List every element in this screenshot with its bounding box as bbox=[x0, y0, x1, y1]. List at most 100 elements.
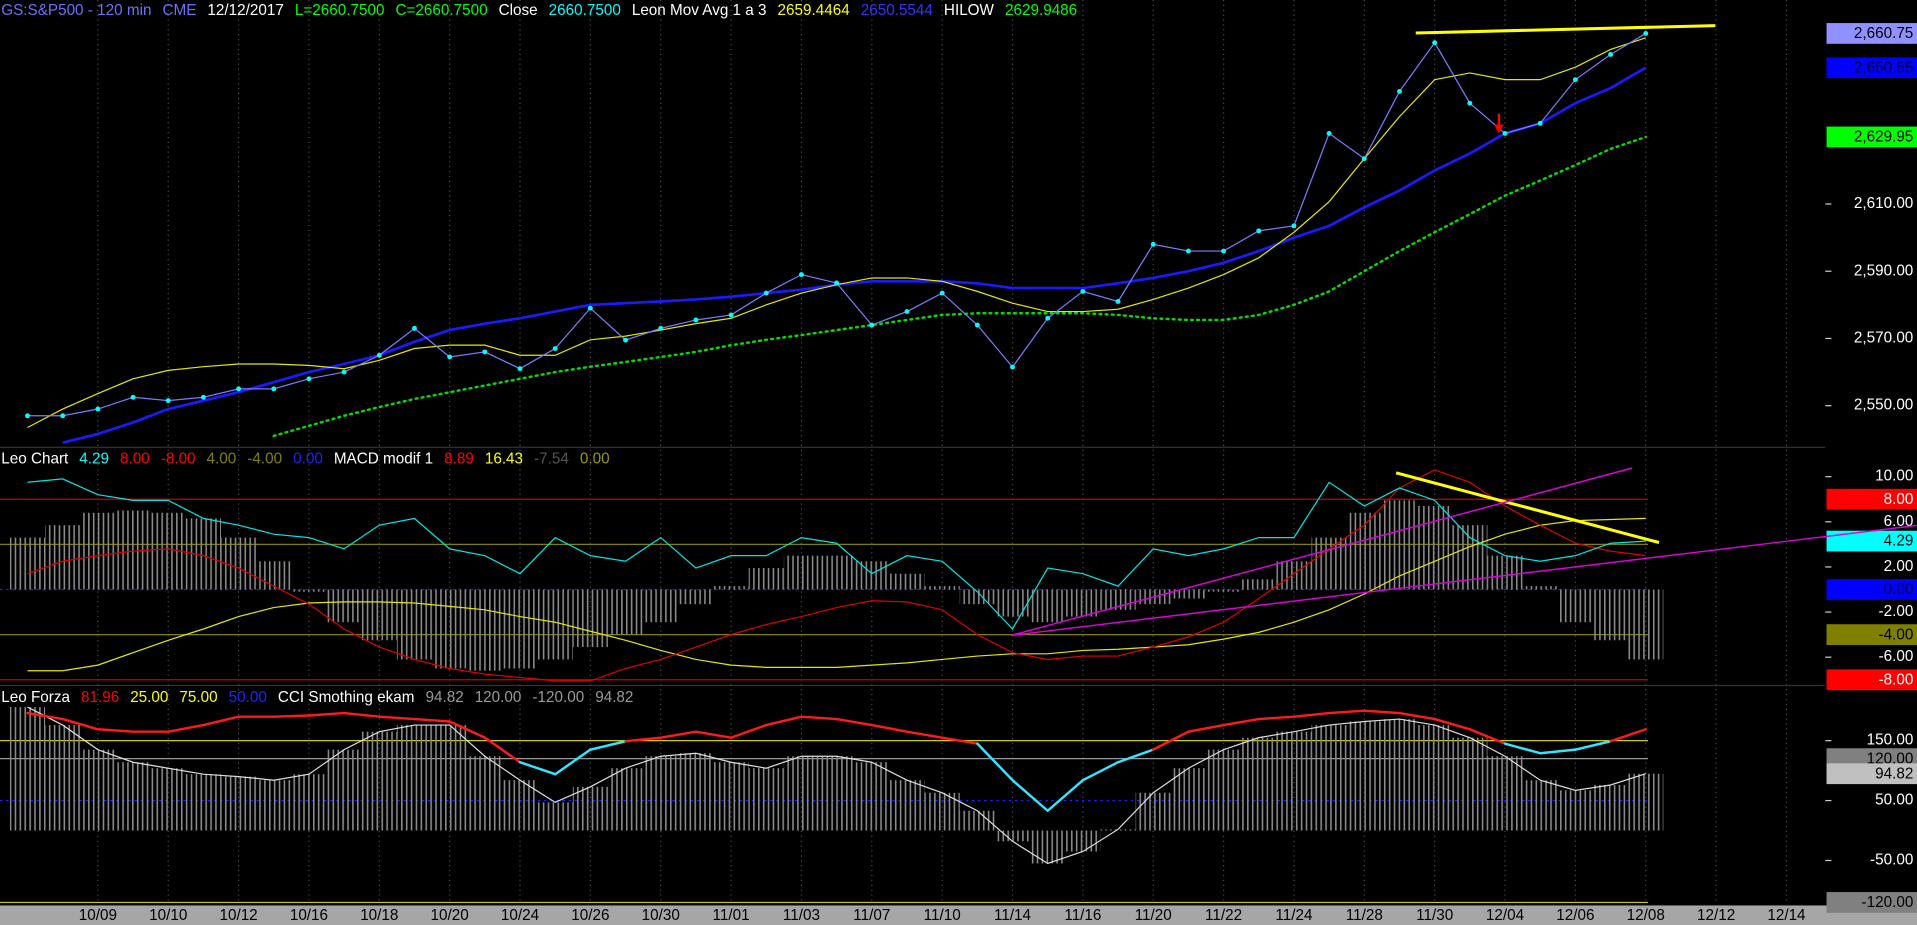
x-tick-label: 10/18 bbox=[360, 907, 398, 924]
cci-segment bbox=[905, 730, 944, 739]
cci-segment bbox=[870, 723, 909, 733]
histogram-bar bbox=[537, 589, 573, 660]
histogram-bar bbox=[748, 768, 784, 831]
histogram-bar bbox=[432, 589, 468, 669]
histogram-bar bbox=[1452, 737, 1488, 831]
histogram-bar bbox=[819, 555, 855, 590]
series-line bbox=[62, 66, 1647, 444]
price-marker bbox=[728, 312, 734, 318]
cci-segment bbox=[1574, 740, 1612, 751]
y-tick-label: 2.00 bbox=[1884, 558, 1914, 575]
y-tick-label: -6.00 bbox=[1879, 648, 1914, 665]
cci-segment bbox=[1538, 748, 1577, 755]
histogram-bar bbox=[1030, 830, 1066, 864]
legend-text: 2650.5544 bbox=[861, 2, 934, 19]
price-marker bbox=[25, 413, 30, 419]
histogram-bar bbox=[1522, 780, 1558, 831]
cci-segment bbox=[1081, 760, 1120, 782]
y-tick-label: 150.00 bbox=[1867, 732, 1914, 749]
cci-segment bbox=[940, 736, 979, 745]
legend-text: C=2660.7500 bbox=[395, 2, 487, 19]
histogram-bar bbox=[1628, 773, 1664, 831]
price-marker bbox=[271, 386, 277, 392]
legend-text: 50.00 bbox=[229, 689, 267, 706]
last-value-label: 2,660.75 bbox=[1854, 25, 1913, 42]
price-marker bbox=[447, 354, 453, 360]
histogram-bar bbox=[291, 774, 327, 831]
histogram-bar bbox=[45, 725, 81, 831]
cci-segment bbox=[1468, 728, 1507, 745]
histogram-bar bbox=[1592, 589, 1629, 641]
histogram-bar bbox=[1170, 768, 1207, 831]
price-marker bbox=[165, 398, 171, 404]
legend-text: Leon Mov Avg 1 a 3 bbox=[632, 2, 767, 19]
histogram-bar bbox=[994, 830, 1031, 842]
histogram-bar bbox=[326, 589, 362, 623]
legend-text: -4.00 bbox=[247, 450, 282, 467]
x-tick-label: 10/16 bbox=[290, 907, 328, 924]
cci-segment bbox=[342, 711, 381, 718]
x-tick-label: 11/28 bbox=[1346, 907, 1383, 924]
histogram-bar bbox=[1135, 589, 1171, 605]
histogram-bar bbox=[9, 537, 46, 590]
x-tick-label: 10/09 bbox=[79, 907, 117, 924]
histogram-bar bbox=[150, 768, 186, 831]
legend-text: 0.00 bbox=[293, 450, 323, 467]
x-tick-label: 12/08 bbox=[1627, 907, 1665, 924]
price-marker bbox=[1608, 52, 1614, 57]
price-marker bbox=[904, 309, 910, 315]
legend-text: GS:S&P500 - 120 min bbox=[1, 2, 151, 19]
time-axis-band bbox=[0, 905, 1917, 925]
cci-segment bbox=[26, 711, 64, 721]
histogram-bar bbox=[45, 525, 81, 590]
histogram-bar bbox=[396, 589, 433, 660]
histogram-bar bbox=[1030, 589, 1066, 623]
cci-segment bbox=[518, 760, 557, 776]
x-tick-label: 10/20 bbox=[431, 907, 469, 924]
cci-segment bbox=[413, 717, 451, 723]
histogram-bar bbox=[783, 756, 820, 831]
histogram-bar bbox=[502, 780, 538, 831]
histogram-bar bbox=[467, 756, 503, 831]
histogram-bar bbox=[1452, 525, 1488, 590]
cci-segment bbox=[378, 715, 416, 721]
cci-segment bbox=[659, 730, 698, 739]
x-tick-label: 11/22 bbox=[1205, 907, 1242, 924]
histogram-bar bbox=[1311, 537, 1347, 590]
last-value-label: 4.29 bbox=[1884, 533, 1914, 550]
histogram-bar bbox=[713, 586, 749, 590]
histogram-bar bbox=[1241, 579, 1277, 590]
legend-text: 120.00 bbox=[475, 689, 522, 706]
histogram-bar bbox=[326, 749, 362, 831]
cci-segment bbox=[448, 720, 487, 739]
cci-segment bbox=[835, 717, 874, 727]
legend-text: CCI Smothing ekam bbox=[278, 689, 415, 706]
price-marker bbox=[939, 290, 945, 296]
histogram-bar bbox=[643, 589, 679, 623]
last-value-label-box bbox=[1826, 23, 1917, 44]
legend-text: 2660.7500 bbox=[549, 2, 621, 19]
price-marker bbox=[1010, 364, 1015, 370]
dotted-line bbox=[272, 135, 1647, 438]
x-tick-label: 11/01 bbox=[713, 907, 750, 924]
legend-text: CME bbox=[162, 2, 196, 19]
histogram-bar bbox=[1346, 721, 1382, 831]
cci-segment bbox=[1046, 778, 1085, 812]
y-tick-label: 2,610.00 bbox=[1854, 195, 1913, 212]
last-value-label-box bbox=[1826, 763, 1917, 785]
cci-segment bbox=[167, 723, 205, 733]
price-marker bbox=[1432, 40, 1438, 46]
cci-segment bbox=[272, 714, 311, 718]
histogram-bar bbox=[607, 768, 644, 831]
price-marker bbox=[1326, 130, 1332, 136]
x-tick-label: 12/06 bbox=[1556, 907, 1594, 924]
level-label: -4.00 bbox=[1879, 626, 1914, 643]
histogram-bar bbox=[1241, 737, 1277, 831]
histogram-bar bbox=[1206, 749, 1242, 831]
cci-segment bbox=[1257, 715, 1296, 721]
histogram-bar bbox=[256, 561, 292, 590]
cci-segment bbox=[61, 717, 100, 731]
y-tick-label: 2,590.00 bbox=[1854, 262, 1913, 279]
price-marker bbox=[200, 394, 206, 400]
level-label: -8.00 bbox=[1879, 671, 1914, 688]
